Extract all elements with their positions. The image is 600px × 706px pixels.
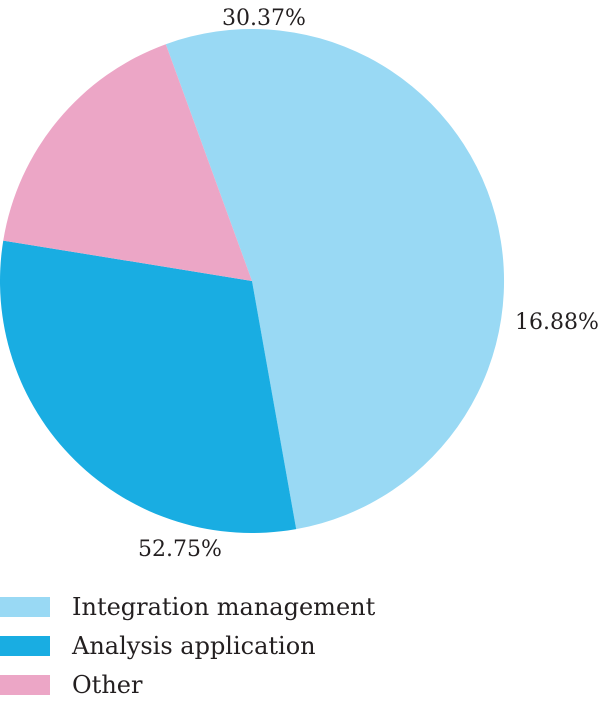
slice-value-label: 30.37%	[222, 6, 306, 31]
legend-swatch	[0, 636, 50, 656]
pie-slice-analysis-application	[0, 240, 297, 533]
pie-slice-other	[3, 44, 253, 282]
legend-swatch	[0, 597, 50, 617]
legend-swatch	[0, 675, 50, 695]
slice-value-label: 52.75%	[138, 537, 222, 562]
pie-slices	[0, 28, 505, 533]
pie-slice-integration-management	[165, 28, 505, 530]
legend-label: Analysis application	[71, 632, 316, 660]
pie-value-labels: 52.75% 30.37% 16.88%	[138, 6, 599, 562]
legend-label: Integration management	[72, 593, 376, 621]
legend: Integration management Analysis applicati…	[0, 593, 376, 699]
legend-label: Other	[72, 671, 143, 699]
slice-value-label: 16.88%	[515, 310, 599, 335]
